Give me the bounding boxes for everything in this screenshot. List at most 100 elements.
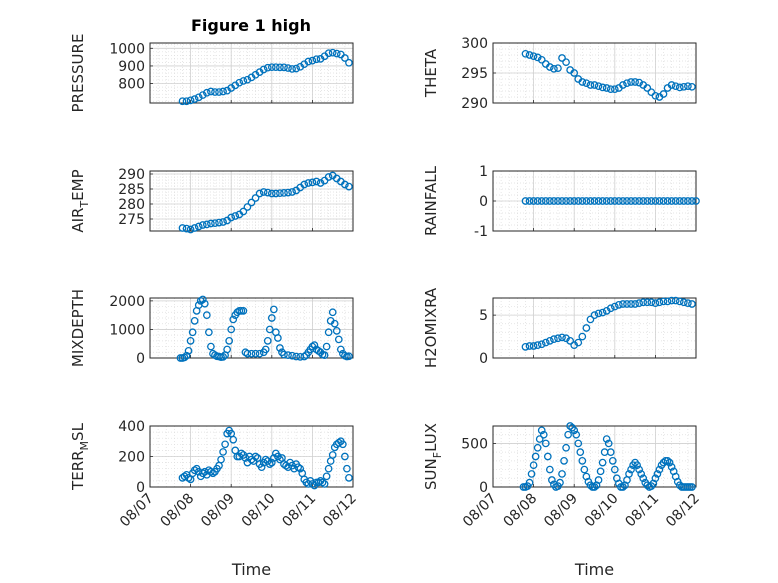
data-point: [227, 325, 236, 334]
data-point: [255, 349, 264, 358]
y-tick-label: 1: [479, 164, 488, 180]
data-point: [304, 57, 313, 66]
data-point: [631, 197, 639, 205]
data-point: [190, 95, 199, 103]
y-tick-label: 1000: [109, 41, 145, 57]
y-tick-label: 285: [118, 182, 145, 198]
data-point: [627, 465, 635, 474]
data-point: [590, 197, 599, 205]
data-point: [312, 177, 321, 186]
data-point: [541, 338, 550, 347]
data-point: [637, 470, 646, 478]
data-point: [623, 79, 631, 88]
data-point: [643, 197, 652, 205]
data-point: [336, 345, 345, 354]
y-tick-label: 800: [118, 77, 145, 93]
y-axis-label: MIXDEPTH: [69, 289, 87, 367]
data-point: [324, 49, 333, 58]
data-point: [594, 82, 603, 91]
data-point: [276, 455, 284, 464]
data-point: [684, 197, 692, 205]
data-point: [679, 298, 688, 307]
data-point: [582, 79, 591, 88]
y-axis-label-part: MIXDEPTH: [69, 289, 87, 367]
data-point: [267, 314, 276, 322]
data-point: [267, 189, 276, 198]
data-point: [543, 452, 552, 461]
data-point: [280, 189, 288, 197]
data-point: [578, 457, 587, 465]
y-axis-label: AIRTEMP: [69, 169, 91, 232]
data-point: [207, 342, 215, 351]
data-point: [194, 93, 203, 102]
y-axis-label-subscript: T: [78, 201, 91, 209]
data-point: [590, 81, 599, 89]
data-point: [623, 197, 631, 205]
data-point: [625, 470, 633, 478]
data-point: [688, 483, 696, 491]
y-tick-label: 290: [461, 96, 488, 112]
data-point: [308, 56, 317, 65]
data-point: [231, 212, 240, 220]
data-point: [324, 173, 333, 181]
data-point: [529, 197, 538, 205]
data-point: [198, 91, 207, 99]
data-point: [604, 439, 613, 448]
data-point: [531, 452, 540, 461]
y-axis-label-part: H2OMIXRA: [422, 287, 440, 368]
data-point: [545, 337, 554, 345]
data-point: [566, 422, 574, 430]
data-point: [186, 225, 195, 234]
data-point: [217, 455, 225, 464]
data-point: [215, 88, 223, 96]
data-point: [586, 197, 595, 205]
data-point: [606, 197, 615, 205]
data-point: [655, 197, 664, 205]
data-point: [247, 198, 256, 207]
data-point: [318, 478, 327, 487]
data-point: [239, 307, 248, 315]
data-point: [322, 472, 331, 481]
data-point: [537, 340, 546, 349]
data-point: [667, 81, 676, 89]
data-point: [623, 300, 631, 308]
data-point: [655, 465, 664, 474]
data-point: [675, 197, 684, 205]
data-point: [598, 197, 607, 205]
data-point: [225, 337, 234, 345]
data-point: [679, 82, 688, 91]
data-point: [578, 197, 587, 205]
data-point: [688, 82, 696, 91]
y-axis-label-part: LUX: [422, 423, 440, 452]
data-point: [341, 452, 349, 461]
data-point: [562, 197, 570, 205]
data-point: [229, 435, 238, 444]
y-axis-label: H2OMIXRA: [422, 287, 440, 368]
data-point: [345, 473, 353, 482]
data-point: [284, 188, 292, 197]
y-axis-label: TERRMSL: [69, 422, 91, 491]
data-point: [667, 463, 676, 471]
data-point: [259, 65, 268, 74]
data-point: [537, 55, 546, 64]
data-point: [345, 352, 353, 361]
data-point: [545, 465, 554, 474]
data-point: [239, 207, 248, 216]
data-point: [570, 426, 579, 435]
data-point: [184, 347, 193, 355]
data-point: [243, 349, 252, 358]
data-point: [545, 63, 554, 71]
data-point: [635, 299, 644, 307]
y-axis-label-part: PRESSURE: [69, 34, 87, 113]
data-point: [596, 467, 605, 476]
data-point: [659, 197, 668, 205]
data-point: [550, 335, 558, 343]
axes-box: [149, 42, 354, 104]
data-point: [198, 469, 207, 478]
data-point: [558, 333, 566, 342]
y-axis-label: RAINFALL: [422, 165, 440, 236]
data-point: [324, 464, 333, 473]
data-point: [345, 58, 353, 67]
data-point: [566, 337, 574, 345]
